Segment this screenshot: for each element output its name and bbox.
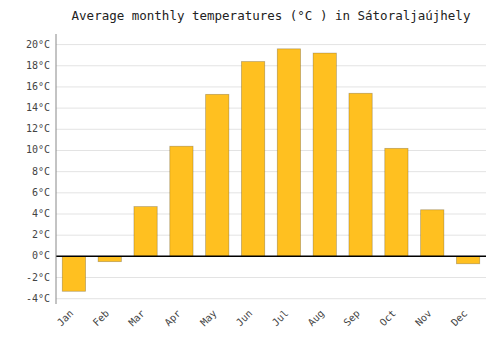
- y-tick-label: 12°C: [26, 123, 50, 134]
- grid-line: [56, 129, 486, 130]
- y-tick-label: 6°C: [32, 187, 50, 198]
- y-tick-label: 10°C: [26, 144, 50, 155]
- x-tick-label: Aug: [306, 308, 327, 329]
- x-tick-label: Apr: [162, 308, 183, 329]
- y-tick-label: -2°C: [26, 272, 50, 283]
- x-tick-labels: Jan Feb Mar Apr May Jun Jul Aug Sep Oct Nov Dec: [55, 308, 470, 329]
- y-tick-label: 20°C: [26, 39, 50, 50]
- y-axis-line: [56, 34, 57, 304]
- title: Average monthly temperatures (°C ) in Sá…: [72, 8, 471, 23]
- x-tick-label: Mar: [126, 308, 147, 329]
- bar: [277, 49, 300, 257]
- bar: [98, 256, 121, 261]
- bar: [313, 53, 336, 256]
- grid-line: [56, 44, 486, 45]
- grid-line: [56, 86, 486, 87]
- grid-line: [56, 150, 486, 151]
- y-tick-label: 2°C: [32, 229, 50, 240]
- bars: [62, 49, 479, 291]
- x-tick-label: Jun: [234, 308, 255, 329]
- x-tick-label: Feb: [91, 308, 112, 329]
- x-tick-label: Nov: [413, 308, 434, 329]
- x-tick-label: Jul: [270, 308, 291, 329]
- x-tick-label: Jan: [55, 308, 76, 329]
- bar: [206, 94, 229, 256]
- bar: [241, 62, 264, 257]
- grid-line: [56, 277, 486, 278]
- y-tick-labels: -4°C -2°C 0°C 2°C 4°C 6°C 8°C 10°C 12°C 14°C 16°C 1…: [26, 39, 50, 304]
- grid-line: [56, 108, 486, 109]
- bar: [62, 256, 85, 291]
- y-tick-label: 4°C: [32, 208, 50, 219]
- bar: [349, 93, 372, 256]
- grid-line: [56, 171, 486, 172]
- y-tick-label: 8°C: [32, 166, 50, 177]
- bar: [456, 256, 479, 263]
- chart: Average monthly temperatures (°C ) in Sá…: [0, 0, 500, 350]
- y-tick-label: 0°C: [32, 250, 50, 261]
- grid-line: [56, 65, 486, 66]
- y-tick-label: -4°C: [26, 293, 50, 304]
- grid: [56, 45, 486, 299]
- x-tick-label: May: [198, 308, 219, 329]
- x-tick-label: Dec: [449, 308, 470, 329]
- zero-line: [56, 256, 486, 258]
- y-tick-label: 18°C: [26, 60, 50, 71]
- bar: [421, 210, 444, 257]
- bar: [170, 146, 193, 256]
- grid-line: [56, 298, 486, 299]
- bar: [385, 148, 408, 256]
- y-tick-label: 14°C: [26, 102, 50, 113]
- x-tick-label: Sep: [341, 308, 362, 329]
- x-tick-label: Oct: [377, 308, 398, 329]
- grid-line: [56, 192, 486, 193]
- y-tick-label: 16°C: [26, 81, 50, 92]
- bar: [134, 207, 157, 257]
- grid-line: [56, 256, 486, 257]
